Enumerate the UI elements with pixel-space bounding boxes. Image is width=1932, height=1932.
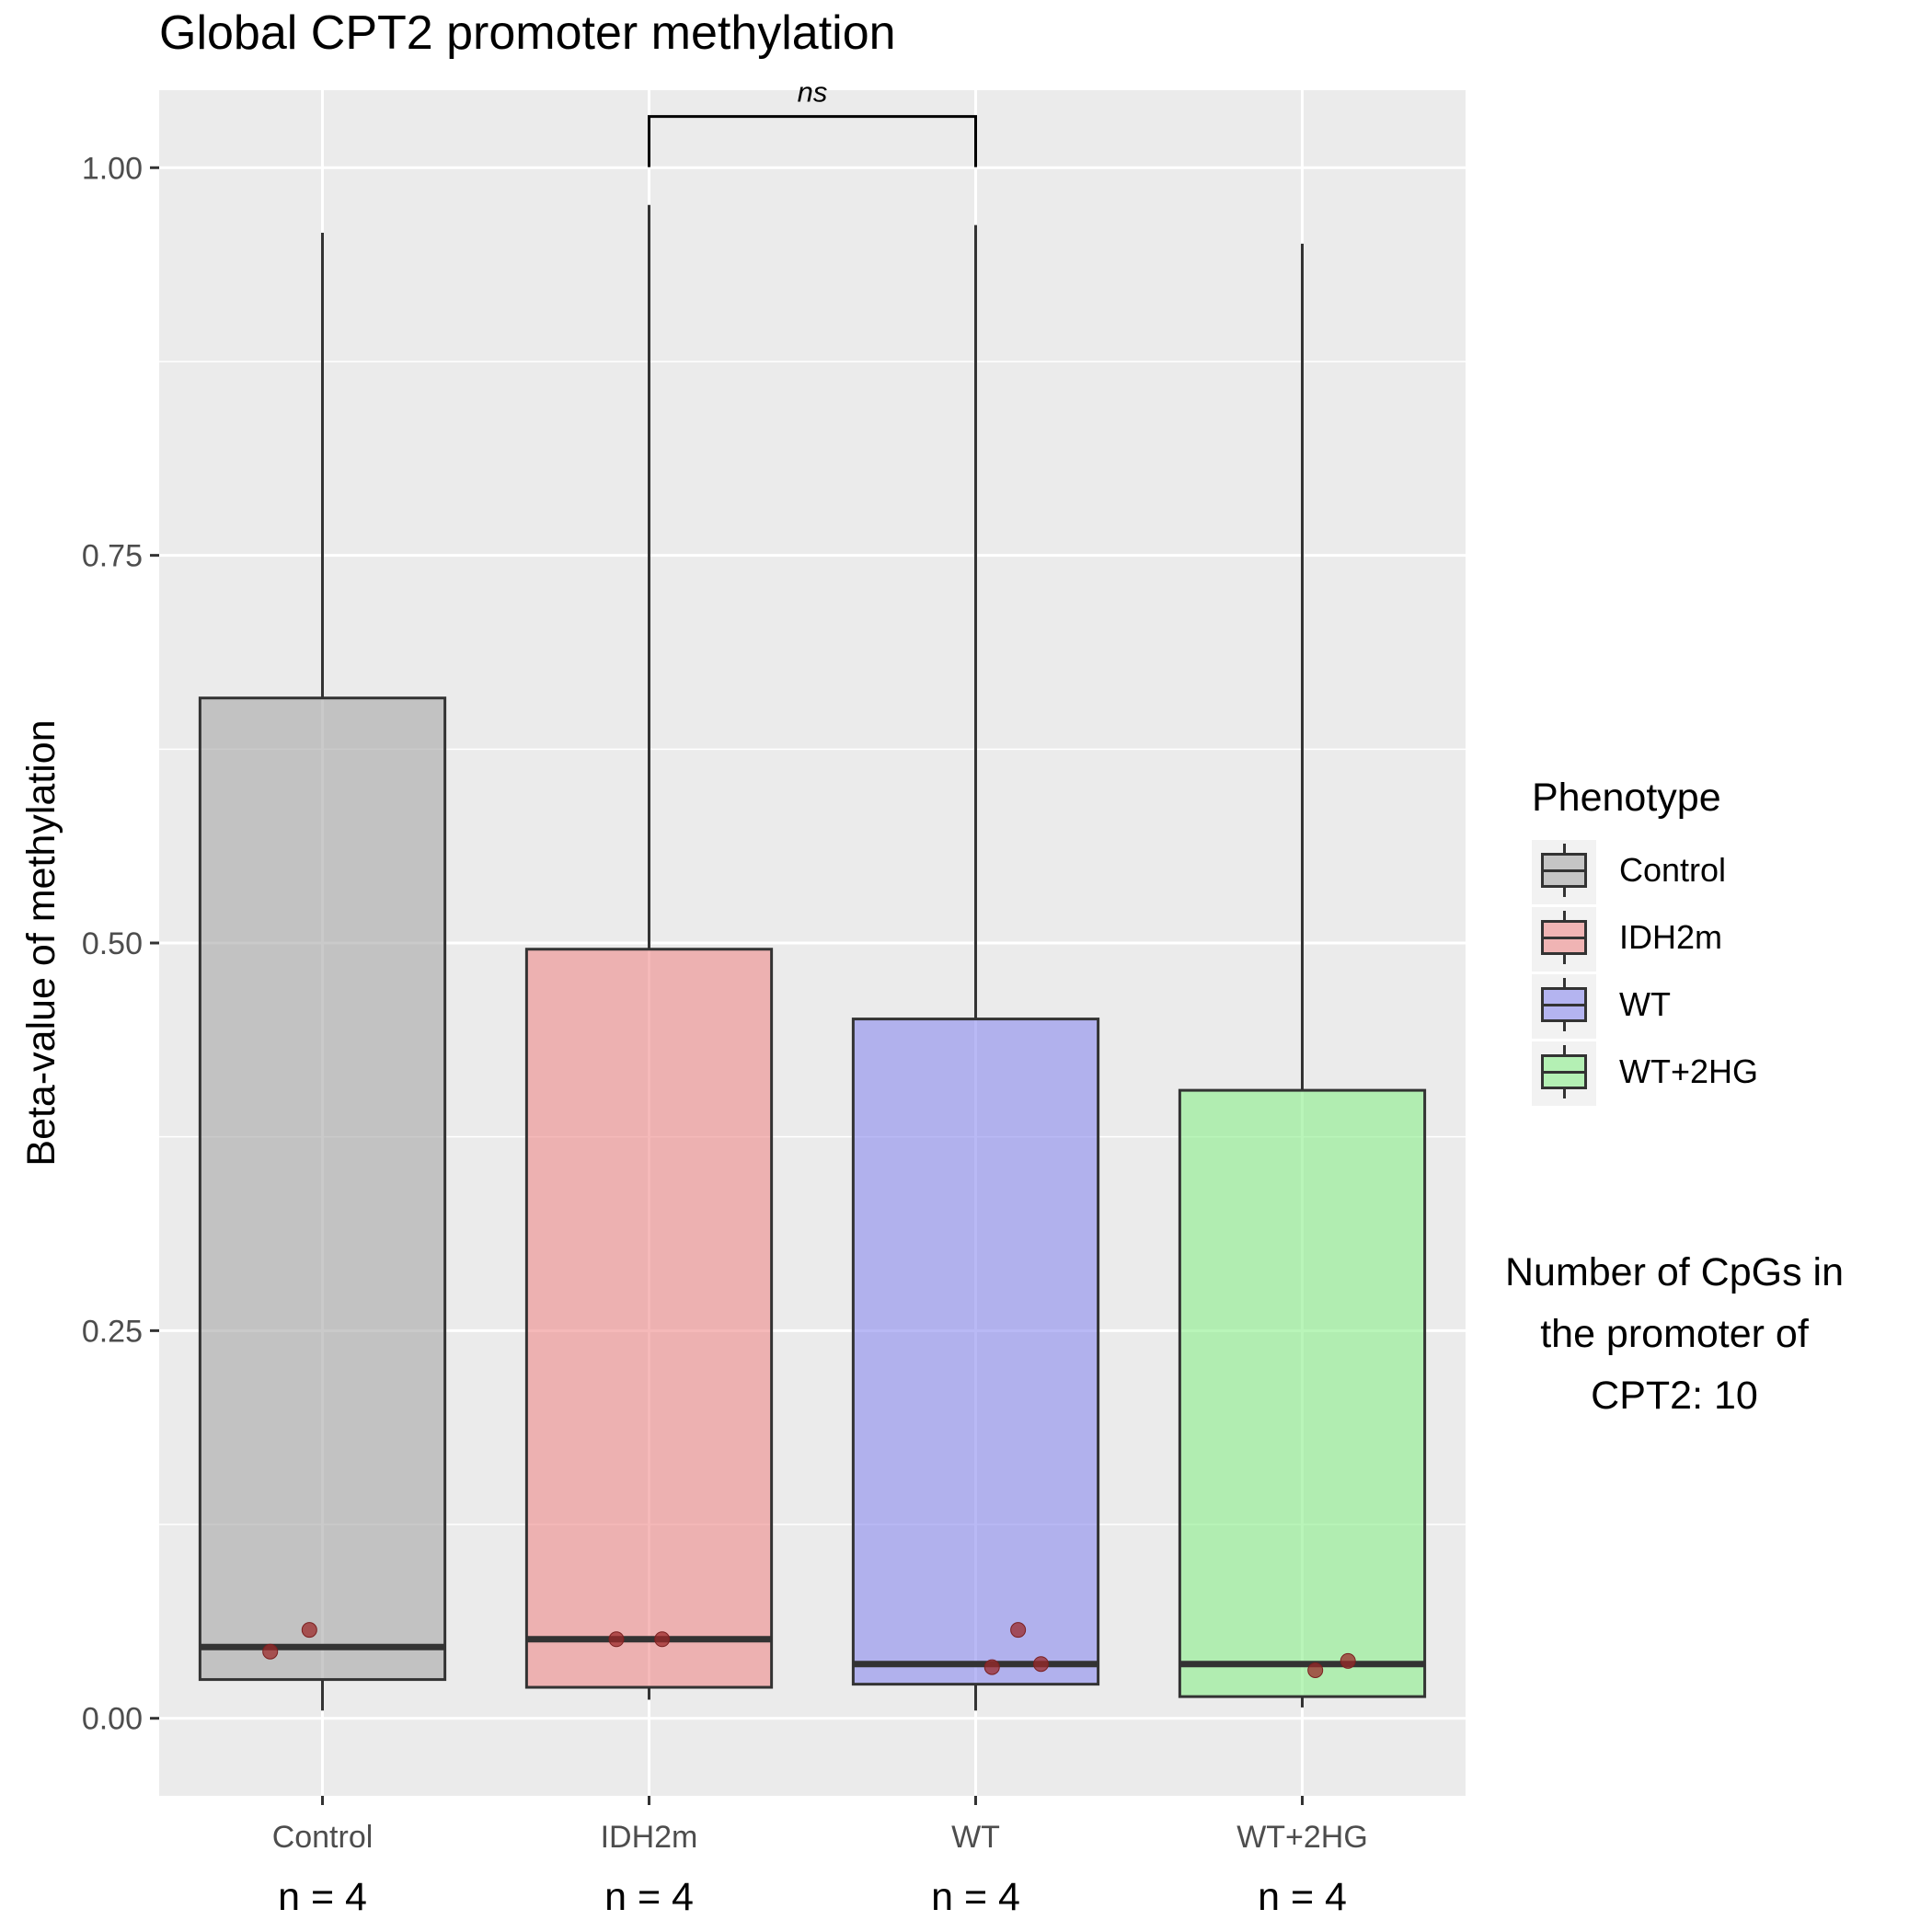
data-point-wt-2hg-7 <box>1307 1662 1324 1678</box>
y-tick-label: 0.50 <box>82 926 143 961</box>
legend-item-wt: WT <box>1532 974 1918 1039</box>
group-count-wt-2hg: n = 4 <box>1258 1875 1347 1919</box>
comparison-bracket <box>648 115 977 167</box>
y-tick-label: 0.75 <box>82 539 143 574</box>
x-tick-label-wt-2hg: WT+2HG <box>1236 1820 1368 1855</box>
data-point-wt-5 <box>1010 1622 1027 1639</box>
legend-item-wt-2hg: WT+2HG <box>1532 1041 1918 1106</box>
x-tick-label-idh2m: IDH2m <box>601 1820 698 1855</box>
x-tick-label-control: Control <box>272 1820 374 1855</box>
data-point-wt-4 <box>983 1659 1000 1675</box>
chart-title: Global CPT2 promoter methylation <box>159 6 896 60</box>
legend-item-idh2m: IDH2m <box>1532 907 1918 972</box>
box-wt <box>851 1018 1100 1686</box>
legend-item-control: Control <box>1532 840 1918 904</box>
legend-key-idh2m <box>1532 907 1596 972</box>
note-line-3: CPT2: 10 <box>1591 1374 1758 1418</box>
box-control <box>198 696 447 1682</box>
legend-key-wt-2hg <box>1532 1041 1596 1106</box>
note-line-2: the promoter of <box>1540 1312 1809 1356</box>
legend-label-wt: WT <box>1619 985 1671 1023</box>
data-point-control-0 <box>262 1643 279 1660</box>
legend-label-idh2m: IDH2m <box>1619 918 1723 956</box>
legend-label-control: Control <box>1619 851 1727 889</box>
data-point-idh2m-2 <box>608 1631 625 1648</box>
x-tick-label-wt: WT <box>951 1820 1000 1855</box>
legend-label-wt-2hg: WT+2HG <box>1619 1052 1759 1090</box>
group-count-wt: n = 4 <box>931 1875 1020 1919</box>
group-count-control: n = 4 <box>278 1875 367 1919</box>
legend-key-wt <box>1532 974 1596 1039</box>
data-point-control-1 <box>301 1622 317 1639</box>
data-point-wt-2hg-8 <box>1340 1652 1356 1669</box>
y-axis-title: Beta-value of methylation <box>19 719 63 1166</box>
y-tick-label: 0.00 <box>82 1702 143 1737</box>
legend-title: Phenotype <box>1532 776 1721 820</box>
y-tick-label: 1.00 <box>82 151 143 186</box>
data-point-wt-6 <box>1033 1656 1049 1673</box>
note-line-1: Number of CpGs in <box>1504 1250 1845 1294</box>
box-idh2m <box>524 948 774 1689</box>
legend-key-control <box>1532 840 1596 904</box>
y-tick-label: 0.25 <box>82 1314 143 1349</box>
data-point-idh2m-3 <box>654 1631 671 1648</box>
box-wt-2hg <box>1178 1088 1427 1698</box>
cpg-count-note: Number of CpGs in the promoter of CPT2: … <box>1463 1242 1886 1427</box>
significance-label: ns <box>798 76 828 109</box>
group-count-idh2m: n = 4 <box>604 1875 694 1919</box>
